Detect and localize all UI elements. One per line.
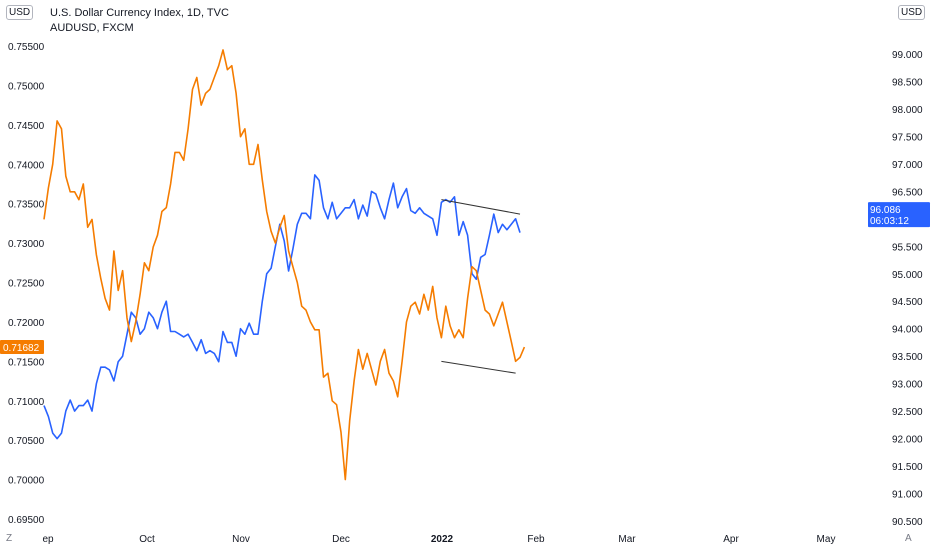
left-tick-label: 0.73500 bbox=[8, 200, 45, 211]
x-tick-label: Dec bbox=[332, 534, 350, 545]
x-tick-label: Nov bbox=[232, 534, 250, 545]
right-currency-button[interactable]: USD bbox=[898, 5, 926, 20]
left-tick-label: 0.73000 bbox=[8, 239, 45, 250]
x-tick-label: 2022 bbox=[431, 534, 454, 545]
right-tick-label: 93.000 bbox=[892, 380, 923, 391]
left-tick-label: 0.75000 bbox=[8, 81, 45, 92]
dxy-trendline bbox=[441, 199, 521, 215]
right-tick-label: 97.500 bbox=[892, 132, 923, 143]
right-tick-label: 94.500 bbox=[892, 297, 923, 308]
x-tick-label: ep bbox=[42, 534, 54, 545]
left-tick-label: 0.72000 bbox=[8, 318, 45, 329]
left-tick-label: 0.72500 bbox=[8, 279, 45, 290]
x-tick-label: Mar bbox=[618, 534, 636, 545]
audusd-price-tag bbox=[0, 339, 44, 354]
left-tick-label: 0.74500 bbox=[8, 121, 45, 132]
right-tick-label: 91.000 bbox=[892, 490, 923, 501]
right-tick-label: 93.500 bbox=[892, 352, 923, 363]
right-tick-label: 92.500 bbox=[892, 407, 923, 418]
legend-main-symbol[interactable]: U.S. Dollar Currency Index, 1D, TVC bbox=[50, 7, 229, 19]
left-tick-label: 0.69500 bbox=[8, 515, 45, 526]
right-tick-label: 98.500 bbox=[892, 77, 923, 88]
audusd-trendline bbox=[441, 360, 516, 374]
right-tick-label: 96.500 bbox=[892, 187, 923, 198]
x-tick-label: Feb bbox=[527, 534, 545, 545]
left-tick-label: 0.71000 bbox=[8, 397, 45, 408]
audusd-series-line bbox=[43, 49, 526, 481]
left-currency-button[interactable]: USD bbox=[6, 5, 34, 20]
auto-scale-left-button[interactable]: Z bbox=[6, 533, 13, 544]
x-tick-label: Apr bbox=[723, 534, 739, 545]
right-tick-label: 90.500 bbox=[892, 517, 923, 528]
dxy-countdown: 06:03:12 bbox=[870, 216, 909, 227]
legend-compare-symbol[interactable]: AUDUSD, FXCM bbox=[50, 22, 134, 34]
right-tick-label: 95.500 bbox=[892, 242, 923, 253]
left-tick-label: 0.75500 bbox=[8, 42, 45, 53]
left-tick-label: 0.70000 bbox=[8, 476, 45, 487]
left-tick-label: 0.71500 bbox=[8, 357, 45, 368]
x-tick-label: May bbox=[817, 534, 836, 545]
right-tick-label: 95.000 bbox=[892, 270, 923, 281]
left-tick-label: 0.74000 bbox=[8, 160, 45, 171]
dxy-price-value: 96.086 bbox=[870, 205, 901, 216]
right-tick-label: 99.000 bbox=[892, 50, 923, 61]
right-tick-label: 92.000 bbox=[892, 435, 923, 446]
right-tick-label: 98.000 bbox=[892, 105, 923, 116]
right-tick-label: 97.000 bbox=[892, 160, 923, 171]
x-tick-label: Oct bbox=[139, 534, 155, 545]
audusd-price-value: 0.71682 bbox=[3, 343, 40, 354]
dxy-series-line bbox=[43, 174, 521, 440]
right-tick-label: 91.500 bbox=[892, 462, 923, 473]
left-tick-label: 0.70500 bbox=[8, 436, 45, 447]
auto-scale-right-button[interactable]: A bbox=[905, 533, 912, 544]
legend: U.S. Dollar Currency Index, 1D, TVC AUDU… bbox=[50, 6, 229, 36]
right-tick-label: 94.000 bbox=[892, 325, 923, 336]
dxy-price-tag bbox=[868, 202, 930, 228]
